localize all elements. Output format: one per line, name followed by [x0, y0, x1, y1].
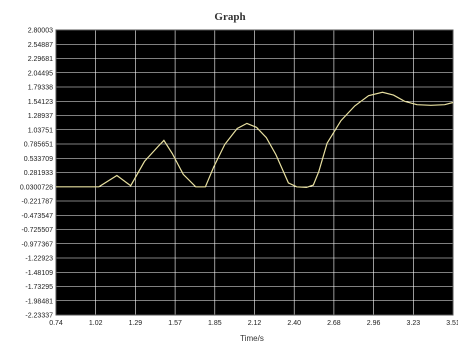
- x-axis-label: Time/s: [240, 334, 264, 343]
- y-tick-label: -0.473547: [21, 213, 53, 220]
- y-tick-label: 2.80003: [28, 28, 53, 35]
- y-tick-label: 1.28937: [28, 113, 53, 120]
- y-tick-label: 1.79338: [28, 85, 53, 92]
- y-tick-label: 2.04495: [28, 70, 53, 77]
- x-tick-label: 2.68: [327, 320, 341, 327]
- y-tick-label: 0.785651: [24, 142, 53, 149]
- x-tick-label: 2.40: [287, 320, 301, 327]
- y-tick-label: -1.98481: [25, 298, 53, 305]
- y-tick-label: -0.221787: [21, 199, 53, 206]
- y-tick-label: -1.48109: [25, 270, 53, 277]
- y-tick-label: -2.23337: [25, 313, 53, 320]
- y-tick-label: 0.0300728: [20, 184, 53, 191]
- y-tick-label: -1.73295: [25, 284, 53, 291]
- y-axis-ticks: 2.80003 2.54887 2.29681 2.04495 1.79338 1.541…: [20, 28, 53, 320]
- y-tick-label: 2.29681: [28, 56, 53, 63]
- series-line: [56, 91, 454, 189]
- y-tick-label: 1.54123: [28, 99, 53, 106]
- y-tick-label: 0.533709: [24, 156, 53, 163]
- x-axis-ticks: 0.74 1.02 1.29 1.57 1.85 2.12 2.40 2.68 2.96 3.23…: [49, 320, 458, 327]
- plot-border: [55, 29, 454, 316]
- x-tick-label: 2.96: [367, 320, 381, 327]
- x-tick-label: 1.02: [89, 320, 103, 327]
- y-tick-label: 2.54887: [28, 42, 53, 49]
- x-tick-label: 1.85: [208, 320, 222, 327]
- y-tick-label: 0.281933: [24, 170, 53, 177]
- x-tick-label: 0.74: [49, 320, 63, 327]
- grid-lines: [55, 29, 454, 316]
- chart-title: Graph: [214, 11, 245, 23]
- x-tick-label: 1.29: [129, 320, 143, 327]
- x-tick-label: 3.23: [406, 320, 420, 327]
- x-tick-label: 2.12: [248, 320, 262, 327]
- y-tick-label: -0.725507: [21, 227, 53, 234]
- x-tick-label: 3.51: [446, 320, 458, 327]
- y-tick-label: 1.03751: [28, 127, 53, 134]
- y-tick-label: -1.22923: [25, 256, 53, 263]
- y-tick-label: -0.977367: [21, 241, 53, 248]
- x-tick-label: 1.57: [168, 320, 182, 327]
